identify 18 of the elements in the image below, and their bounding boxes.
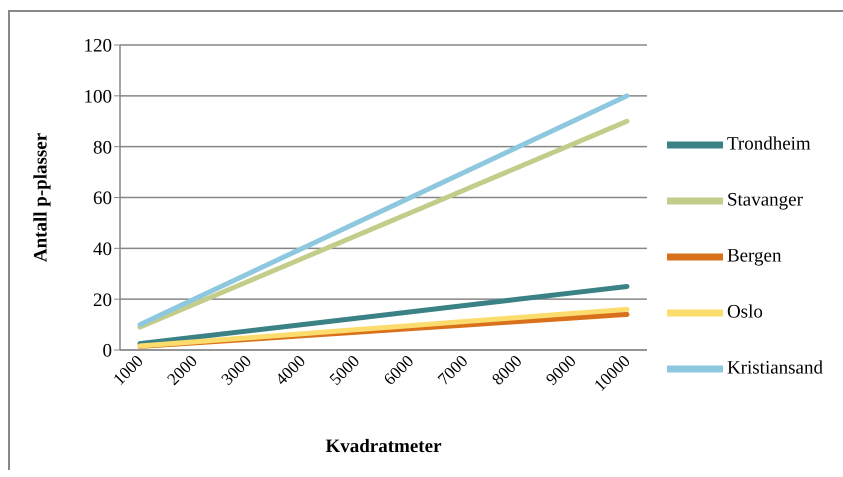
legend-label: Kristiansand	[726, 357, 823, 378]
legend-label: Bergen	[726, 245, 782, 266]
x-tick-label: 4000	[272, 351, 310, 389]
y-tick-label: 60	[93, 188, 112, 210]
y-tick-label: 120	[84, 36, 112, 57]
legend-label: Stavanger	[726, 189, 803, 210]
legend-label: Oslo	[726, 301, 763, 322]
y-axis-title: Antall p-plasser	[30, 132, 52, 262]
x-tick-label: 6000	[380, 351, 418, 389]
y-tick-label: 40	[93, 239, 112, 260]
y-tick-label: 20	[93, 290, 112, 311]
legend-label: Trondheim	[726, 133, 811, 154]
x-axis-title: Kvadratmeter	[325, 436, 442, 457]
y-tick-label: 0	[102, 340, 112, 362]
x-tick-label: 7000	[434, 351, 472, 389]
y-tick-label: 80	[93, 137, 112, 158]
x-tick-label: 8000	[488, 351, 526, 389]
y-tick-label: 100	[84, 86, 112, 108]
